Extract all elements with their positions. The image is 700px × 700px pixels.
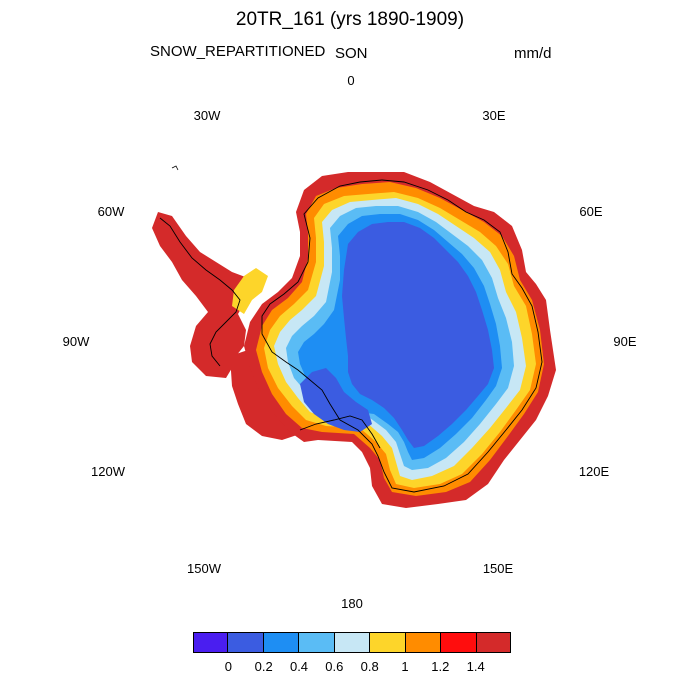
colorbar-cell bbox=[193, 632, 229, 653]
colorbar-tick-label: 0.2 bbox=[254, 659, 273, 674]
colorbar-cell bbox=[334, 632, 371, 653]
units-label: mm/d bbox=[514, 45, 552, 62]
season-label: SON bbox=[335, 45, 368, 62]
colorbar-tick-label: 0.8 bbox=[360, 659, 379, 674]
lon-label-0: 0 bbox=[347, 73, 355, 88]
island-outline bbox=[171, 165, 179, 171]
colorbar bbox=[193, 632, 511, 653]
lon-label-120w: 120W bbox=[91, 464, 125, 479]
lon-label-150e: 150E bbox=[482, 561, 514, 576]
colorbar-cell bbox=[476, 632, 511, 653]
colorbar-tick-label: 1.4 bbox=[466, 659, 485, 674]
lon-label-60w: 60W bbox=[97, 204, 125, 219]
lon-label-180: 180 bbox=[341, 596, 363, 611]
plot-title: 20TR_161 (yrs 1890-1909) bbox=[235, 9, 465, 30]
colorbar-tick-label: 0.6 bbox=[325, 659, 344, 674]
lon-label-120e: 120E bbox=[578, 464, 610, 479]
colorbar-cell bbox=[370, 632, 406, 653]
colorbar-cell bbox=[228, 632, 264, 653]
coastline bbox=[261, 179, 543, 493]
peninsula-yellow-fringe bbox=[232, 268, 268, 314]
peninsula-region bbox=[152, 212, 254, 378]
lon-label-30e: 30E bbox=[482, 108, 506, 123]
colorbar-tick-label: 1.2 bbox=[431, 659, 450, 674]
colorbar-tick-label: 1 bbox=[401, 659, 409, 674]
colorbar-cell bbox=[441, 632, 477, 653]
east-antarctic-plateau bbox=[342, 222, 494, 448]
lon-label-90w: 90W bbox=[62, 334, 90, 349]
colorbar-cell bbox=[299, 632, 335, 653]
colorbar-cell bbox=[263, 632, 300, 653]
lon-label-30w: 30W bbox=[193, 108, 221, 123]
west-antarctic-interior bbox=[300, 368, 372, 432]
peninsula-coastline bbox=[159, 217, 241, 367]
lon-label-60e: 60E bbox=[579, 204, 603, 219]
colorbar-cell bbox=[405, 632, 442, 653]
variable-name: SNOW_REPARTITIONED bbox=[150, 43, 326, 60]
lon-label-90e: 90E bbox=[613, 334, 637, 349]
lon-label-150w: 150W bbox=[187, 561, 221, 576]
colorbar-tick-label: 0 bbox=[224, 659, 232, 674]
colorbar-tick-label: 0.4 bbox=[289, 659, 309, 674]
ross-ice-shelf-edge bbox=[299, 415, 381, 449]
